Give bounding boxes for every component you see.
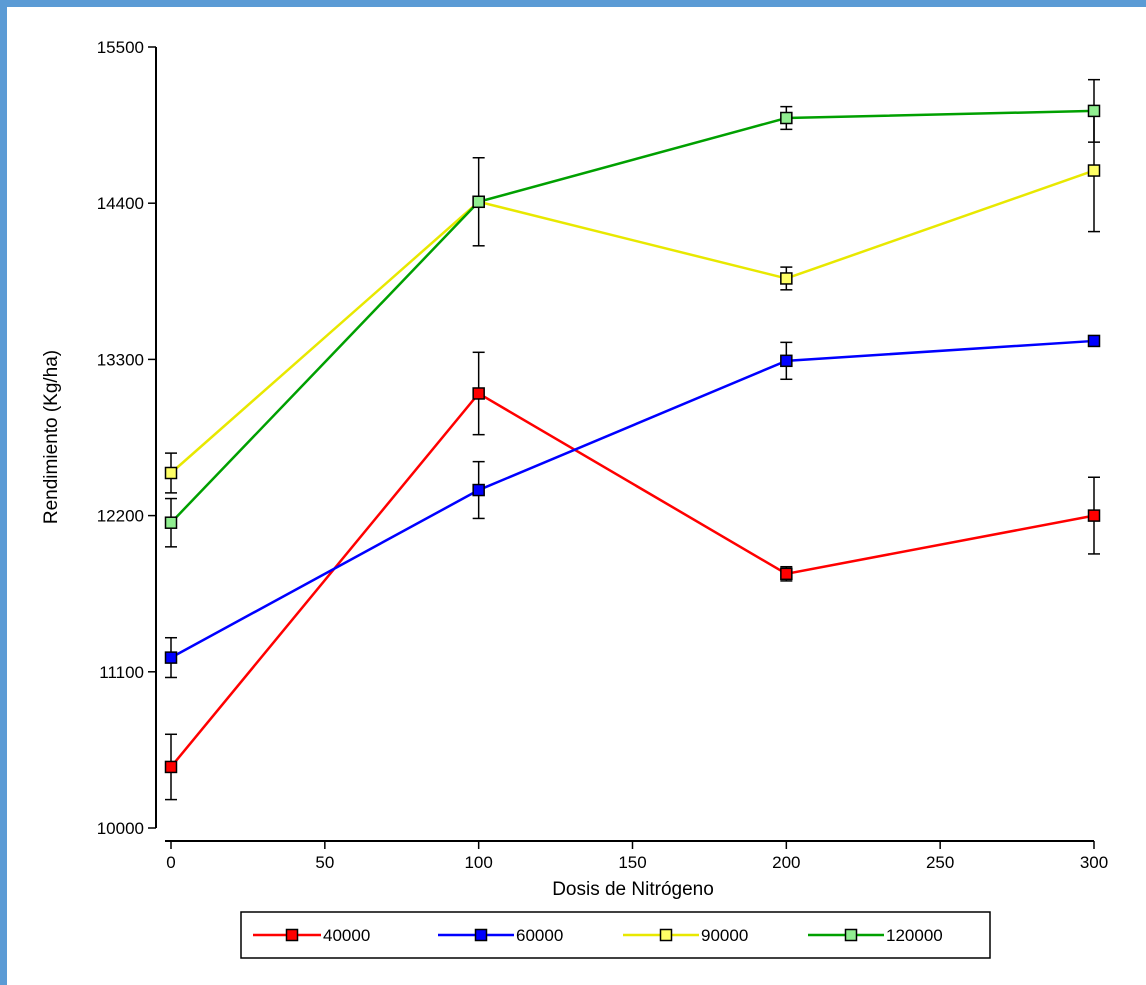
axes: 10000 11100 12200 13300 14400 15500 0 50 100 150 2…	[97, 38, 1108, 872]
x-tick-label: 150	[618, 853, 646, 872]
legend-item-90000: 90000	[623, 926, 748, 945]
data-point	[780, 111, 793, 125]
legend: 40000 60000 90000 120000	[240, 911, 991, 959]
data-point	[472, 483, 485, 497]
data-point	[164, 516, 178, 529]
data-point	[780, 272, 793, 285]
data-point	[780, 354, 793, 368]
y-tick-label: 13300	[97, 350, 144, 369]
legend-item-120000: 120000	[808, 926, 943, 945]
data-point	[1087, 334, 1101, 348]
data-point	[164, 760, 178, 774]
legend-item-40000: 40000	[253, 926, 370, 945]
data-point	[1087, 509, 1101, 522]
x-tick-label: 250	[926, 853, 954, 872]
legend-marker	[659, 928, 673, 942]
x-tick-label: 0	[166, 853, 175, 872]
legend-label: 40000	[323, 926, 370, 945]
series-90000	[164, 108, 1101, 494]
series-120000	[164, 78, 1101, 548]
data-point	[780, 567, 793, 581]
series-line	[170, 169, 1095, 474]
legend-label: 90000	[701, 926, 748, 945]
data-point	[164, 466, 178, 480]
data-point	[1087, 104, 1101, 118]
legend-label: 60000	[516, 926, 563, 945]
data-point	[472, 387, 485, 400]
legend-marker	[474, 928, 488, 942]
y-tick-label: 15500	[97, 38, 144, 57]
series-line	[170, 109, 1095, 524]
series-line	[170, 339, 1095, 659]
x-tick-label: 100	[464, 853, 492, 872]
series-layer	[164, 78, 1101, 801]
data-point	[1087, 164, 1101, 177]
y-tick-label: 12200	[97, 507, 144, 526]
legend-marker	[285, 928, 299, 942]
x-axis-label: Dosis de Nitrógeno	[552, 879, 714, 900]
series-60000	[164, 334, 1101, 679]
legend-marker	[844, 928, 858, 942]
data-point	[472, 195, 485, 209]
series-40000	[164, 351, 1101, 801]
y-tick-label: 14400	[97, 194, 144, 213]
x-tick-label: 300	[1080, 853, 1108, 872]
y-tick-label: 11100	[99, 663, 144, 682]
y-axis-label: Rendimiento (Kg/ha)	[41, 350, 62, 524]
data-point	[164, 651, 178, 664]
y-tick-label: 10000	[97, 819, 144, 838]
legend-label: 120000	[886, 926, 943, 945]
x-tick-label: 50	[315, 853, 334, 872]
legend-item-60000: 60000	[438, 926, 563, 945]
series-line	[170, 391, 1095, 768]
x-tick-label: 200	[772, 853, 800, 872]
